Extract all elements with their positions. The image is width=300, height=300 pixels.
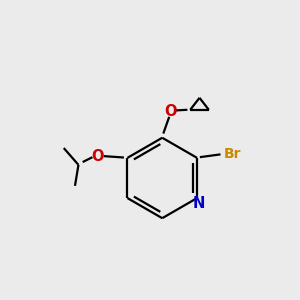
Text: O: O [92, 148, 104, 164]
Text: Br: Br [223, 147, 241, 161]
Text: N: N [193, 196, 205, 211]
Text: O: O [165, 104, 177, 119]
